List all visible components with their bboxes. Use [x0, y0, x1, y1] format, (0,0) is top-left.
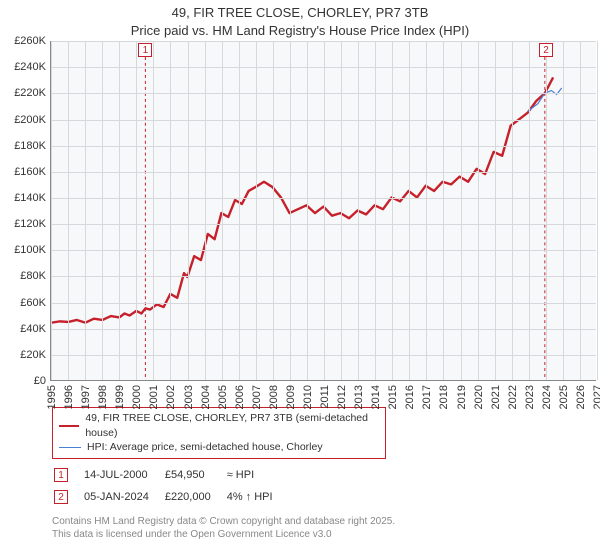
- legend-swatch: [59, 447, 81, 448]
- chart-title-subtitle: Price paid vs. HM Land Registry's House …: [8, 22, 592, 40]
- attribution-footer: Contains HM Land Registry data © Crown c…: [52, 515, 592, 541]
- x-axis-label: 2027: [592, 385, 600, 409]
- sale-date: 05-JAN-2024: [84, 487, 163, 507]
- x-axis-label: 2026: [575, 385, 587, 409]
- y-axis-label: £120K: [6, 218, 46, 230]
- x-axis-label: 1999: [114, 385, 126, 409]
- legend-swatch: [59, 425, 79, 427]
- sale-price: £54,950: [165, 465, 225, 485]
- x-axis-label: 2009: [285, 385, 297, 409]
- y-axis-label: £80K: [6, 270, 46, 282]
- x-axis-label: 2008: [268, 385, 280, 409]
- x-axis-label: 2000: [131, 385, 143, 409]
- y-axis-label: £240K: [6, 61, 46, 73]
- sale-price: £220,000: [165, 487, 225, 507]
- x-axis-label: 2007: [251, 385, 263, 409]
- x-axis-label: 2005: [217, 385, 229, 409]
- legend: 49, FIR TREE CLOSE, CHORLEY, PR7 3TB (se…: [52, 407, 386, 459]
- y-axis-label: £180K: [6, 140, 46, 152]
- x-axis-label: 2010: [302, 385, 314, 409]
- legend-label: HPI: Average price, semi-detached house,…: [87, 440, 323, 455]
- sale-date: 14-JUL-2000: [84, 465, 163, 485]
- chart: 12 £0£20K£40K£60K£80K£100K£120K£140K£160…: [36, 41, 596, 401]
- x-axis-label: 2003: [183, 385, 195, 409]
- y-axis-label: £0: [6, 375, 46, 387]
- x-axis-label: 2015: [387, 385, 399, 409]
- x-axis-label: 2016: [404, 385, 416, 409]
- x-axis-label: 2022: [507, 385, 519, 409]
- x-axis-label: 2014: [370, 385, 382, 409]
- legend-label: 49, FIR TREE CLOSE, CHORLEY, PR7 3TB (se…: [85, 411, 379, 440]
- y-axis-label: £40K: [6, 323, 46, 335]
- sale-marker-icon: 1: [54, 468, 68, 482]
- x-axis-label: 2001: [148, 385, 160, 409]
- plot-area: 12: [50, 41, 596, 381]
- x-axis-label: 1995: [46, 385, 58, 409]
- x-axis-label: 2023: [524, 385, 536, 409]
- sale-delta: ≈ HPI: [227, 465, 287, 485]
- footer-line1: Contains HM Land Registry data © Crown c…: [52, 515, 592, 528]
- x-axis-label: 2018: [438, 385, 450, 409]
- x-axis-label: 2017: [421, 385, 433, 409]
- table-row: 2 05-JAN-2024£220,0004% ↑ HPI: [54, 487, 287, 507]
- y-axis-label: £160K: [6, 166, 46, 178]
- x-axis-label: 2013: [353, 385, 365, 409]
- x-axis-label: 2021: [490, 385, 502, 409]
- sale-marker-1: 1: [138, 43, 152, 57]
- x-axis-label: 2019: [456, 385, 468, 409]
- y-axis-label: £220K: [6, 87, 46, 99]
- chart-title-address: 49, FIR TREE CLOSE, CHORLEY, PR7 3TB: [8, 4, 592, 22]
- y-axis-label: £260K: [6, 35, 46, 47]
- sale-delta: 4% ↑ HPI: [227, 487, 287, 507]
- x-axis-label: 1997: [80, 385, 92, 409]
- y-axis-label: £20K: [6, 349, 46, 361]
- legend-item: HPI: Average price, semi-detached house,…: [59, 440, 379, 455]
- sale-marker-2: 2: [539, 43, 553, 57]
- y-axis-label: £200K: [6, 114, 46, 126]
- x-axis-label: 1996: [63, 385, 75, 409]
- x-axis-label: 2002: [165, 385, 177, 409]
- legend-item: 49, FIR TREE CLOSE, CHORLEY, PR7 3TB (se…: [59, 411, 379, 440]
- x-axis-label: 2024: [541, 385, 553, 409]
- x-axis-label: 2020: [473, 385, 485, 409]
- y-axis-label: £60K: [6, 297, 46, 309]
- sale-marker-icon: 2: [54, 490, 68, 504]
- x-axis-label: 2004: [200, 385, 212, 409]
- x-axis-label: 2025: [558, 385, 570, 409]
- x-axis-label: 1998: [97, 385, 109, 409]
- x-axis-label: 2006: [234, 385, 246, 409]
- footer-line2: This data is licensed under the Open Gov…: [52, 528, 592, 541]
- sales-table: 1 14-JUL-2000£54,950≈ HPI 2 05-JAN-2024£220…: [52, 463, 289, 509]
- y-axis-label: £100K: [6, 244, 46, 256]
- x-axis-label: 2011: [319, 385, 331, 409]
- y-axis-label: £140K: [6, 192, 46, 204]
- x-axis-label: 2012: [336, 385, 348, 409]
- table-row: 1 14-JUL-2000£54,950≈ HPI: [54, 465, 287, 485]
